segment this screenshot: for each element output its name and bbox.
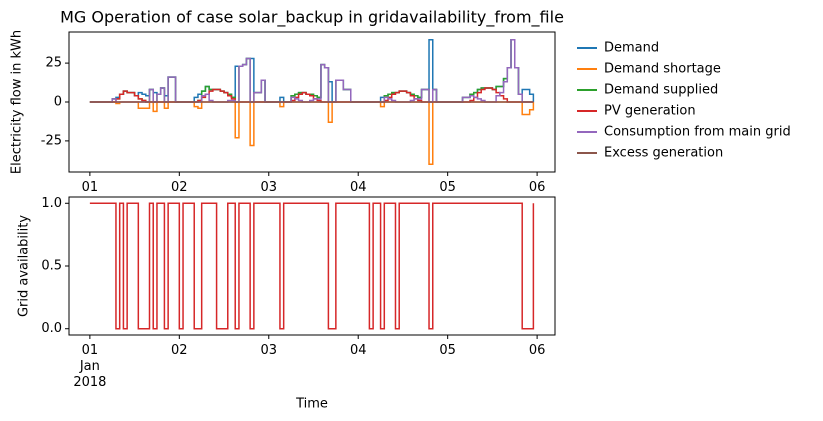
legend-label: Demand shortage <box>604 62 721 77</box>
x-tick-label: 04 <box>350 180 367 195</box>
legend-label: PV generation <box>604 104 696 119</box>
axes-frame <box>68 196 556 336</box>
x-tick-label: 06 <box>529 343 546 358</box>
x-tick-label: 03 <box>260 343 277 358</box>
y-tick-label: 0 <box>54 95 62 110</box>
x-tick-label: 02 <box>171 180 188 195</box>
x-tick-label: 06 <box>529 180 546 195</box>
x-tick-label: 03 <box>260 180 277 195</box>
x-tick-label: 05 <box>439 180 456 195</box>
x-tick-label: 04 <box>350 343 367 358</box>
legend-label: Demand supplied <box>604 83 718 98</box>
series-line <box>89 202 535 330</box>
x-tick-label: 05 <box>439 343 456 358</box>
legend-label: Consumption from main grid <box>604 125 791 140</box>
x-tick-label: 02 <box>171 343 188 358</box>
y-axis-label: Grid availability <box>17 215 32 317</box>
series-line <box>89 39 534 103</box>
y-tick-label: -25 <box>41 133 62 148</box>
axes-background <box>69 197 555 335</box>
y-tick-label: 1.0 <box>41 196 62 211</box>
chart-title: MG Operation of case solar_backup in gri… <box>60 8 564 28</box>
y-tick-label: 0.5 <box>41 259 62 274</box>
legend-label: Demand <box>604 41 659 56</box>
y-tick-label: 0.0 <box>41 321 62 336</box>
axes-frame <box>68 31 556 173</box>
y-axis-label: Electricity flow in kWh <box>10 30 25 174</box>
legend-label: Excess generation <box>604 146 723 161</box>
x-axis-label: Time <box>295 397 328 412</box>
y-tick-label: 25 <box>45 56 62 71</box>
